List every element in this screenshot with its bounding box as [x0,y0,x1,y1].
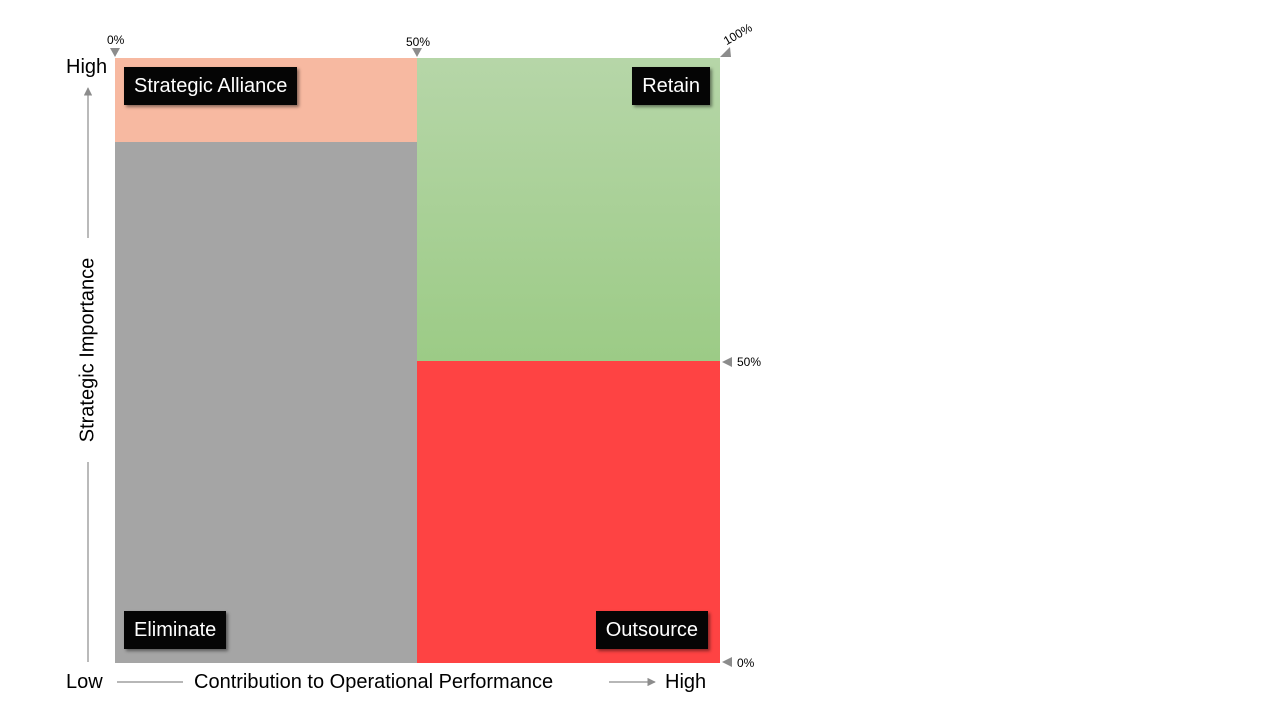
tick-marker-x100 [720,47,731,57]
label-outsource: Outsource [595,611,708,649]
y-tick-0: 0% [737,656,755,670]
label-eliminate: Eliminate [124,611,227,649]
tick-marker-y50 [722,357,732,367]
x-axis-low-label: Low [66,671,103,693]
x-tick-0: 0% [107,33,125,47]
tick-marker-y0 [722,657,732,667]
y-tick-50: 50% [737,355,762,369]
x-axis-high-label: High [665,671,707,693]
label-retain: Retain [632,67,710,105]
y-axis-high-label: High [66,56,108,78]
quadrant-eliminate [115,142,417,663]
x-axis-title: Contribution to Operational Performance [194,671,554,693]
x-tick-50: 50% [406,35,431,49]
quadrant-retain [417,58,720,361]
label-strategic-alliance: Strategic Alliance [124,67,298,105]
tick-marker-x0 [110,48,120,57]
tick-marker-x50 [412,48,422,57]
